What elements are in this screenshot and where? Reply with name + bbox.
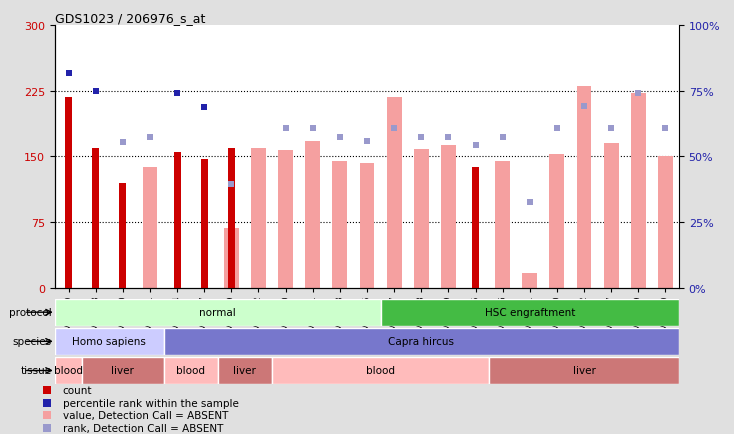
Bar <box>272 357 489 384</box>
Bar <box>387 98 401 288</box>
Bar <box>164 328 679 355</box>
Bar <box>224 229 239 288</box>
Bar <box>55 357 82 384</box>
Bar <box>472 168 479 288</box>
Text: blood: blood <box>54 366 83 375</box>
Bar <box>380 299 679 326</box>
Text: percentile rank within the sample: percentile rank within the sample <box>62 398 239 408</box>
Bar <box>550 155 564 288</box>
Bar <box>489 357 679 384</box>
Bar <box>658 157 673 288</box>
Bar <box>201 160 208 288</box>
Text: liver: liver <box>233 366 256 375</box>
Text: GDS1023 / 206976_s_at: GDS1023 / 206976_s_at <box>55 12 206 25</box>
Bar <box>414 150 429 288</box>
Bar <box>65 98 72 288</box>
Bar <box>278 151 293 288</box>
Bar <box>603 144 619 288</box>
Text: liver: liver <box>573 366 595 375</box>
Bar <box>333 161 347 288</box>
Text: blood: blood <box>176 366 206 375</box>
Bar <box>142 168 158 288</box>
Text: count: count <box>62 385 92 395</box>
Bar <box>55 299 380 326</box>
Text: rank, Detection Call = ABSENT: rank, Detection Call = ABSENT <box>62 423 223 433</box>
Bar <box>360 163 374 288</box>
Bar <box>305 141 320 288</box>
Text: blood: blood <box>366 366 395 375</box>
Text: normal: normal <box>200 308 236 317</box>
Bar <box>441 146 456 288</box>
Text: protocol: protocol <box>10 308 52 317</box>
Bar <box>495 161 510 288</box>
Text: value, Detection Call = ABSENT: value, Detection Call = ABSENT <box>62 410 228 420</box>
Bar <box>82 357 164 384</box>
Bar <box>174 153 181 288</box>
Bar <box>164 357 218 384</box>
Bar <box>120 183 126 288</box>
Bar <box>55 328 164 355</box>
Bar <box>228 148 235 288</box>
Text: species: species <box>12 337 52 346</box>
Bar <box>251 148 266 288</box>
Text: tissue: tissue <box>21 366 52 375</box>
Bar <box>92 148 99 288</box>
Bar <box>576 87 592 288</box>
Text: liver: liver <box>112 366 134 375</box>
Text: Capra hircus: Capra hircus <box>388 337 454 346</box>
Text: HSC engraftment: HSC engraftment <box>484 308 575 317</box>
Bar <box>631 94 646 288</box>
Bar <box>523 273 537 288</box>
Bar <box>218 357 272 384</box>
Text: Homo sapiens: Homo sapiens <box>73 337 146 346</box>
